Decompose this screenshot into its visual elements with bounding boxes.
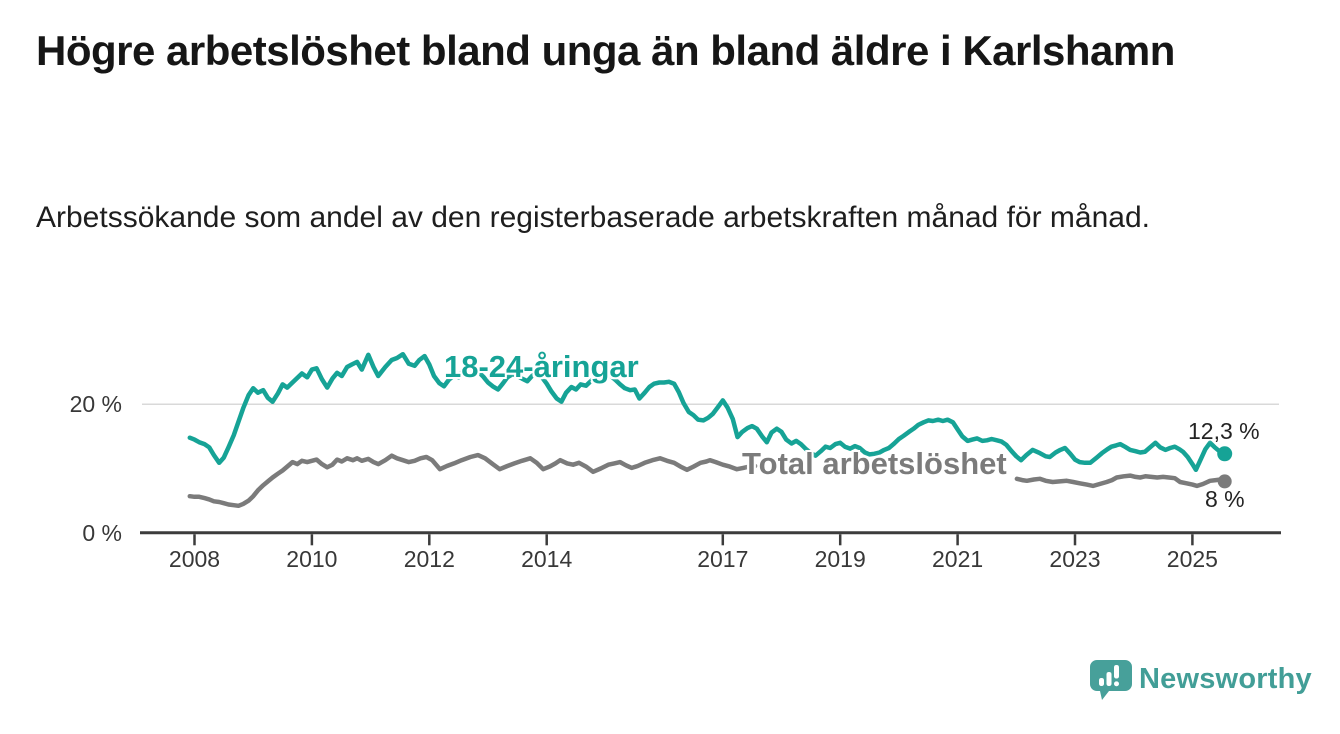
x-tick-label: 2019	[814, 546, 866, 572]
x-tick-label: 2012	[403, 546, 455, 572]
series-line-total	[1014, 473, 1227, 489]
chart-subtitle: Arbetssökande som andel av den registerb…	[36, 201, 1150, 234]
x-tick-label: 2010	[286, 546, 338, 572]
end-dot-youth	[1217, 446, 1233, 462]
end-value-label-total: 8 %	[1205, 486, 1245, 512]
series-label-youth: 18-24-åringar	[444, 349, 639, 384]
y-tick-label: 20 %	[69, 391, 122, 418]
end-dot-total	[1217, 474, 1232, 489]
end-value-label-youth: 12,3 %	[1188, 418, 1260, 444]
newsworthy-wordmark: Newsworthy	[1139, 663, 1312, 695]
page-title: Högre arbetslöshet bland unga än bland ä…	[36, 27, 1175, 74]
newsworthy-bubble-chart-icon	[1090, 660, 1132, 700]
newsworthy-branding: Newsworthy	[1088, 658, 1328, 704]
series-line-youth	[187, 351, 1227, 473]
x-tick-label: 2008	[168, 546, 221, 572]
x-tick-label: 2021	[932, 546, 984, 572]
series-label-total: Total arbetslöshet	[742, 446, 1007, 481]
x-tick-label: 2017	[697, 546, 749, 572]
y-tick-label: 0 %	[82, 519, 122, 546]
series-line-total	[187, 452, 758, 509]
x-tick-label: 2014	[521, 546, 573, 572]
x-tick-label: 2023	[1049, 546, 1101, 572]
x-tick-label: 2025	[1166, 546, 1218, 572]
